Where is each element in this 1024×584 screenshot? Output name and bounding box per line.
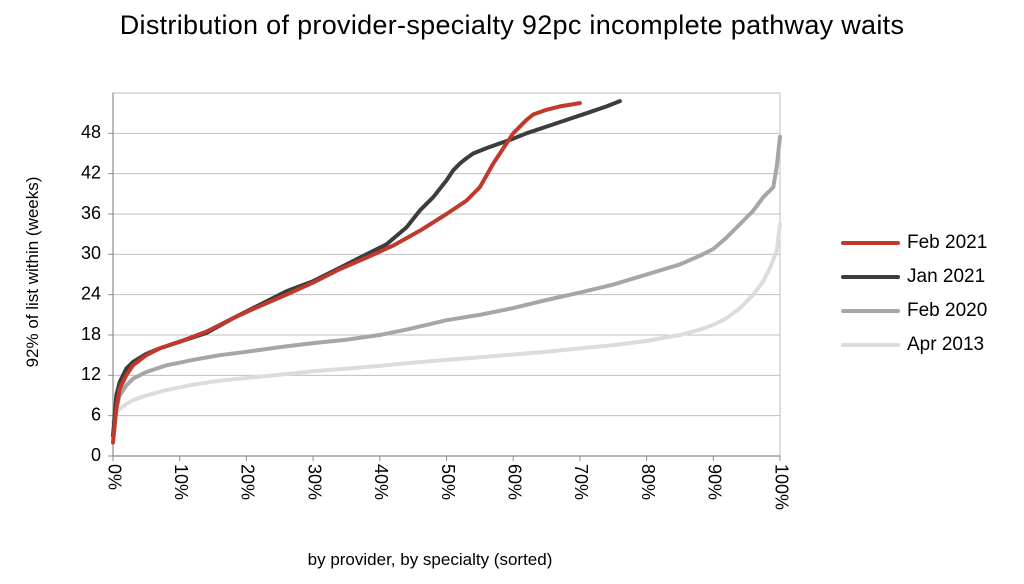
y-tick-label: 6 [91, 404, 101, 424]
y-tick-label: 48 [81, 122, 101, 142]
x-tick-label: 40% [371, 464, 391, 500]
x-tick-label: 90% [705, 464, 725, 500]
x-tick-label: 50% [438, 464, 458, 500]
series-line-apr-2013 [111, 222, 782, 425]
y-tick-label: 0 [91, 445, 101, 465]
y-tick-label: 36 [81, 203, 101, 223]
y-tick-label: 42 [81, 162, 101, 182]
legend-label: Feb 2020 [907, 300, 987, 321]
x-tick-label: 20% [238, 464, 258, 500]
tick-labels: 0 6 12 18 24 30 36 42 48 0% 10% 20% 30% 40% 50% 60% 70% 8… [81, 122, 791, 510]
series-lines [111, 99, 782, 445]
chart-title: Distribution of provider-specialty 92pc … [119, 10, 905, 40]
plot-background [112, 92, 781, 457]
legend: Feb 2021 Jan 2021 Feb 2020 Apr 2013 [841, 232, 987, 355]
series-line-feb-2021 [111, 101, 582, 445]
x-axis-label: by provider, by specialty (sorted) [308, 550, 553, 569]
y-axis-label: 92% of list within (weeks) [23, 177, 42, 368]
axes [108, 93, 781, 461]
x-tick-label: 10% [171, 464, 191, 500]
x-tick-label: 80% [638, 464, 658, 500]
legend-label: Jan 2021 [907, 266, 985, 287]
plot-area [112, 92, 781, 457]
y-tick-label: 18 [81, 324, 101, 344]
series-line-feb-2020 [111, 134, 782, 438]
y-tick-label: 30 [81, 243, 101, 263]
x-tick-label: 30% [304, 464, 324, 500]
x-tick-label: 60% [504, 464, 524, 500]
legend-label: Feb 2021 [907, 232, 987, 253]
x-tick-label: 100% [771, 464, 791, 510]
x-tick-label: 0% [104, 464, 124, 490]
y-tick-label: 12 [81, 364, 101, 384]
y-tick-label: 24 [81, 283, 101, 303]
x-tick-label: 70% [571, 464, 591, 500]
legend-label: Apr 2013 [907, 334, 984, 355]
